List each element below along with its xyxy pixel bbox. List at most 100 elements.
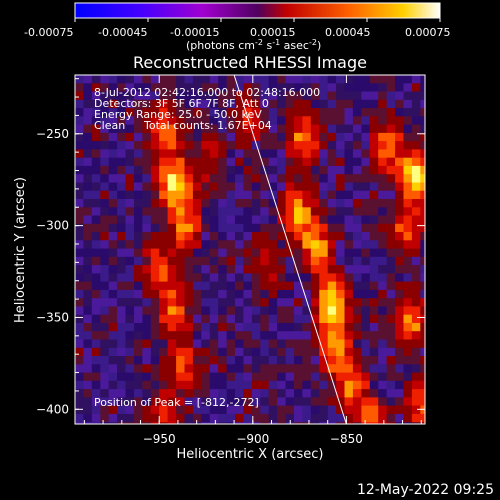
heatmap-cell xyxy=(361,215,371,225)
heatmap-cell xyxy=(420,91,425,101)
heatmap-cell xyxy=(251,207,261,217)
heatmap-cell xyxy=(294,364,303,374)
heatmap-cell xyxy=(218,389,228,398)
heatmap-cell xyxy=(134,223,143,233)
heatmap-cell xyxy=(327,314,337,324)
heatmap-cell xyxy=(302,281,312,291)
heatmap-cell xyxy=(327,207,337,217)
heatmap-cell xyxy=(176,108,186,117)
heatmap-cell xyxy=(302,331,312,341)
heatmap-cell xyxy=(142,215,152,225)
heatmap-cell xyxy=(260,265,270,274)
heatmap-cell xyxy=(218,141,228,150)
heatmap-cell xyxy=(378,389,388,398)
heatmap-cell xyxy=(302,397,312,407)
heatmap-cell xyxy=(277,372,287,382)
heatmap-cell xyxy=(75,413,84,423)
heatmap-cell xyxy=(294,331,303,341)
heatmap-cell xyxy=(336,306,346,316)
heatmap-cell xyxy=(218,124,228,134)
heatmap-cell xyxy=(134,99,143,109)
heatmap-cell xyxy=(243,380,253,390)
heatmap-cell xyxy=(352,99,362,109)
heatmap-cell xyxy=(361,265,371,274)
heatmap-cell xyxy=(100,223,110,233)
heatmap-cell xyxy=(369,323,379,332)
heatmap-cell xyxy=(251,298,261,308)
heatmap-cell xyxy=(403,108,413,117)
heatmap-cell xyxy=(378,108,388,117)
heatmap-cell xyxy=(294,289,303,299)
heatmap-cell xyxy=(83,298,93,308)
heatmap-cell xyxy=(411,132,421,142)
heatmap-cell xyxy=(176,165,186,175)
heatmap-cell xyxy=(201,364,211,374)
heatmap-cell xyxy=(403,165,413,175)
heatmap-cell xyxy=(378,306,388,316)
heatmap-cell xyxy=(235,356,244,365)
heatmap-cell xyxy=(159,199,169,208)
heatmap-cell xyxy=(235,339,244,349)
heatmap-cell xyxy=(277,306,287,316)
heatmap-cell xyxy=(260,289,270,299)
heatmap-cell xyxy=(201,314,211,324)
heatmap-cell xyxy=(420,190,425,200)
heatmap-cell xyxy=(369,306,379,316)
heatmap-cell xyxy=(411,116,421,126)
heatmap-cell xyxy=(386,306,396,316)
heatmap-cell xyxy=(226,422,236,424)
heatmap-cell xyxy=(336,75,346,84)
heatmap-cell xyxy=(369,356,379,365)
heatmap-cell xyxy=(386,165,396,175)
heatmap-cell xyxy=(361,99,371,109)
heatmap-cell xyxy=(260,215,270,225)
heatmap-cell xyxy=(369,265,379,274)
heatmap-cell xyxy=(378,182,388,192)
heatmap-cell xyxy=(386,364,396,374)
colorbar-tick-6: 0.00075 xyxy=(405,26,451,39)
heatmap-cell xyxy=(100,141,110,150)
heatmap-cell xyxy=(395,108,405,117)
heatmap-cell xyxy=(319,132,329,142)
heatmap-cell xyxy=(268,413,278,423)
heatmap-cell xyxy=(83,174,93,184)
heatmap-cell xyxy=(201,372,211,382)
heatmap-cell xyxy=(150,339,160,349)
heatmap-cell xyxy=(167,248,177,258)
heatmap-cell xyxy=(201,306,211,316)
heatmap-cell xyxy=(75,240,84,250)
heatmap-cell xyxy=(218,149,228,159)
heatmap-cell xyxy=(336,165,346,175)
heatmap-cell xyxy=(420,422,425,424)
heatmap-cell xyxy=(192,141,202,150)
heatmap-cell xyxy=(100,397,110,407)
heatmap-cell xyxy=(395,380,405,390)
heatmap-cell xyxy=(117,397,127,407)
heatmap-cell xyxy=(108,339,118,349)
heatmap-cell xyxy=(108,240,118,250)
heatmap-cell xyxy=(319,380,329,390)
heatmap-cell xyxy=(302,405,312,415)
heatmap-cell xyxy=(218,256,228,266)
heatmap-cell xyxy=(218,99,228,109)
heatmap-cell xyxy=(167,413,177,423)
heatmap-cell xyxy=(277,232,287,241)
heatmap-cell xyxy=(201,182,211,192)
heatmap-cell xyxy=(235,306,244,316)
heatmap-cell xyxy=(336,240,346,250)
heatmap-cell xyxy=(218,91,228,101)
heatmap-cell xyxy=(302,339,312,349)
heatmap-cell xyxy=(209,190,219,200)
heatmap-cell xyxy=(83,165,93,175)
heatmap-cell xyxy=(142,108,152,117)
heatmap-cell xyxy=(159,298,169,308)
heatmap-cell xyxy=(201,165,211,175)
heatmap-cell xyxy=(319,240,329,250)
heatmap-cell xyxy=(134,141,143,150)
heatmap-cell xyxy=(125,83,135,93)
heatmap-cell xyxy=(83,347,93,357)
heatmap-cell xyxy=(327,75,337,84)
heatmap-cell xyxy=(294,149,303,159)
heatmap-cell xyxy=(235,91,244,101)
heatmap-cell xyxy=(352,149,362,159)
